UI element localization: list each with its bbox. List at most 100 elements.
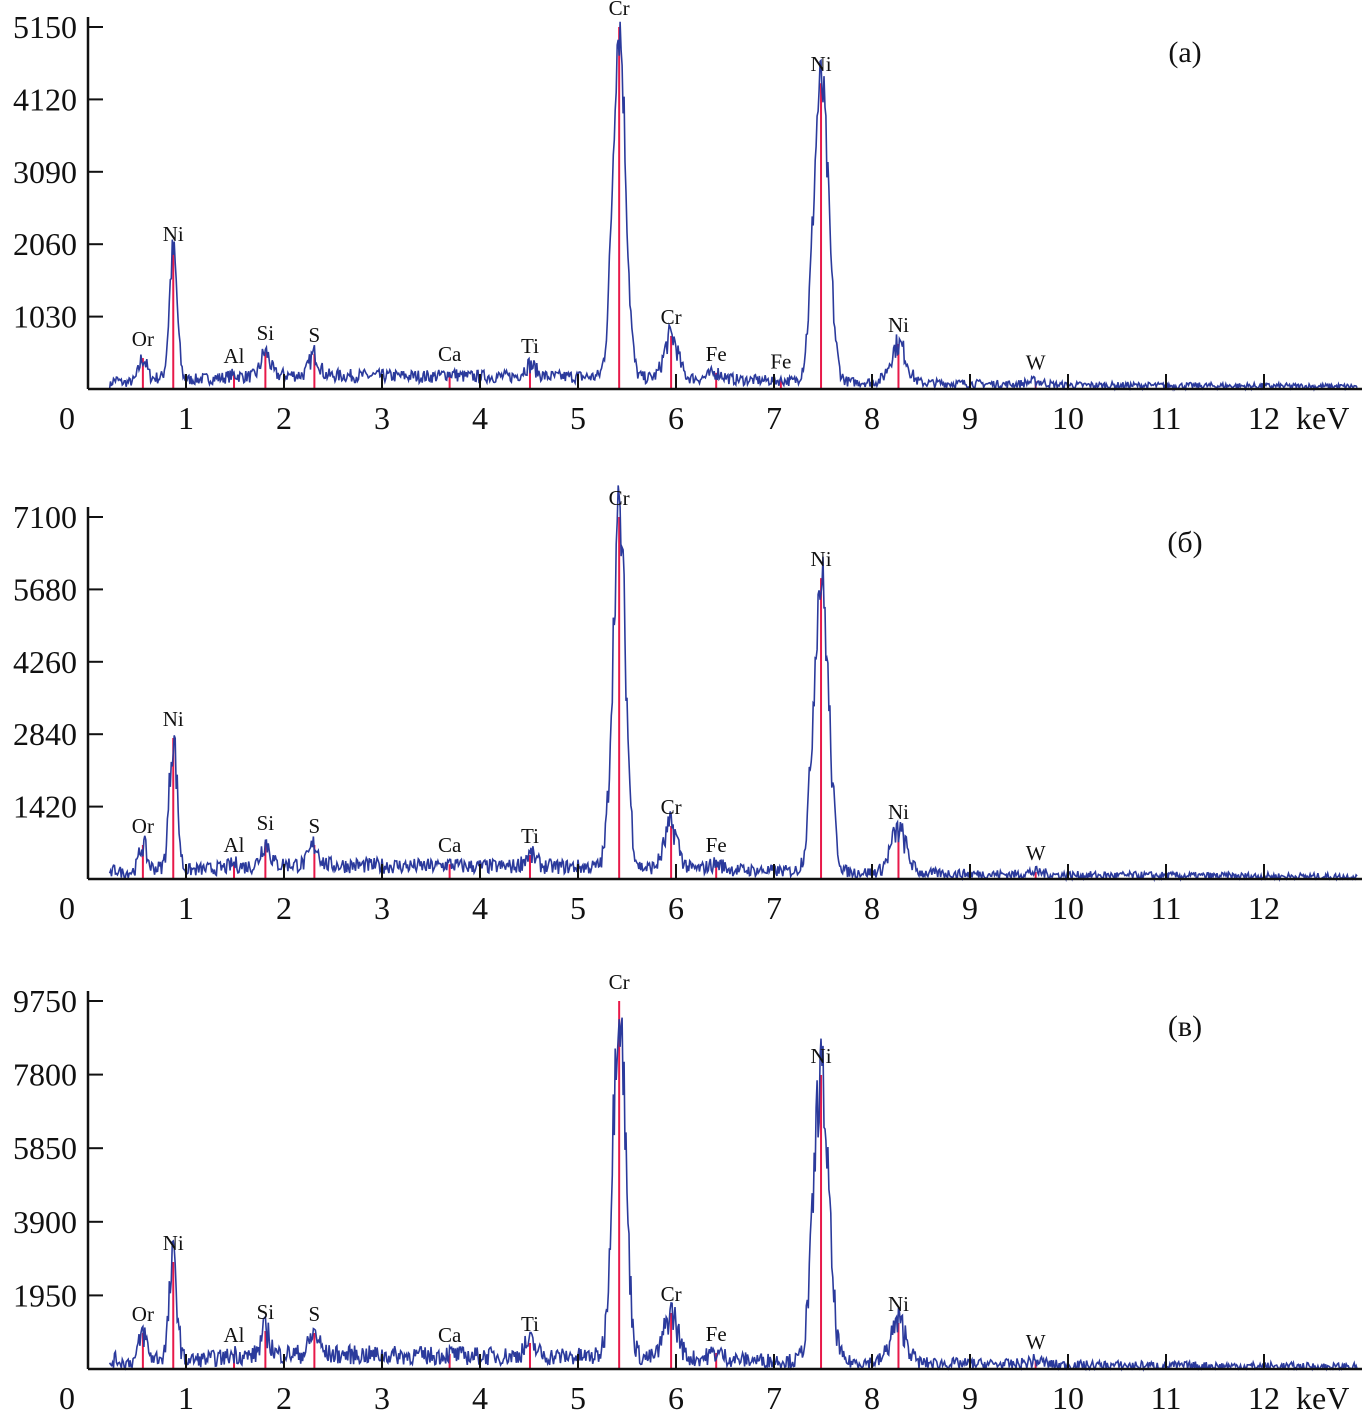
y-tick-label: 5680 <box>13 571 77 607</box>
peak-label-ti: Ti <box>521 1312 539 1336</box>
peak-label-cr: Cr <box>661 305 682 329</box>
peak-label-fe: Fe <box>770 350 791 374</box>
x-tick-label: 11 <box>1151 1380 1182 1416</box>
spectrum-panel-2: 0 1 2 3 4 5 6 7 8 9 10 11 1214202840426056807100OrNi… <box>13 485 1362 926</box>
peak-label-or: Or <box>132 1302 154 1326</box>
peak-label-w: W <box>1026 841 1046 865</box>
peak-label-cr: Cr <box>661 1282 682 1306</box>
y-tick-label: 1420 <box>13 789 77 825</box>
x-tick-label: 10 <box>1052 400 1084 436</box>
x-tick-label: 1 <box>178 1380 194 1416</box>
y-tick-label: 4120 <box>13 81 77 117</box>
peak-label-ti: Ti <box>521 334 539 358</box>
x-tick-label: 7 <box>766 400 782 436</box>
x-tick-label: 3 <box>374 890 390 926</box>
x-tick-label: 12 <box>1248 1380 1280 1416</box>
spectrum-line <box>108 1017 1358 1372</box>
y-tick-label: 3090 <box>13 154 77 190</box>
x-tick-label: 8 <box>864 1380 880 1416</box>
peak-label-ni: Ni <box>811 547 832 571</box>
peak-label-cr: Cr <box>609 486 630 510</box>
x-tick-label: 7 <box>766 890 782 926</box>
peak-label-ni: Ni <box>811 1044 832 1068</box>
x-tick-label: 1 <box>178 400 194 436</box>
x-tick-label: 11 <box>1151 400 1182 436</box>
x-tick-label: 8 <box>864 890 880 926</box>
peak-label-al: Al <box>224 344 245 368</box>
x-tick-label: 4 <box>472 400 488 436</box>
x-tick-label: 9 <box>962 1380 978 1416</box>
peak-label-si: Si <box>257 321 275 345</box>
peak-label-al: Al <box>224 1323 245 1347</box>
peak-label-ca: Ca <box>438 1323 462 1347</box>
peak-label-ca: Ca <box>438 833 462 857</box>
x-tick-label: 10 <box>1052 890 1084 926</box>
peak-label-w: W <box>1026 1330 1046 1354</box>
y-tick-label: 4260 <box>13 644 77 680</box>
panel-label: (в) <box>1168 1010 1202 1043</box>
peak-label-ni: Ni <box>163 222 184 246</box>
x-tick-label: 5 <box>570 400 586 436</box>
peak-label-fe: Fe <box>706 342 727 366</box>
peak-label-fe: Fe <box>706 833 727 857</box>
spectrum-panel-1: 0 1 2 3 4 5 6 7 8 9 10 11 12 keV10302060309041205150O… <box>13 0 1362 436</box>
y-tick-label: 1950 <box>13 1277 77 1313</box>
x-tick-label: 11 <box>1151 890 1182 926</box>
x-tick-label: 2 <box>276 400 292 436</box>
x-tick-label: 12 <box>1248 890 1280 926</box>
y-tick-label: 3900 <box>13 1204 77 1240</box>
spectrum-line <box>108 485 1358 883</box>
x-tick-label: 0 <box>59 400 75 436</box>
peak-label-al: Al <box>224 833 245 857</box>
x-tick-label: 3 <box>374 1380 390 1416</box>
peak-label-ni: Ni <box>163 1231 184 1255</box>
x-tick-label: 7 <box>766 1380 782 1416</box>
x-tick-label: 5 <box>570 890 586 926</box>
peak-label-cr: Cr <box>609 970 630 994</box>
x-tick-label: 5 <box>570 1380 586 1416</box>
peak-label-fe: Fe <box>706 1322 727 1346</box>
x-tick-label: 9 <box>962 400 978 436</box>
x-tick-label: 4 <box>472 890 488 926</box>
peak-label-si: Si <box>257 811 275 835</box>
peak-label-s: S <box>309 323 321 347</box>
x-axis-label: keV <box>1296 400 1349 436</box>
y-tick-label: 7100 <box>13 499 77 535</box>
y-tick-label: 2840 <box>13 716 77 752</box>
peak-label-s: S <box>309 814 321 838</box>
x-axis-label: keV <box>1296 1380 1349 1416</box>
x-tick-label: 6 <box>668 1380 684 1416</box>
peak-label-ni: Ni <box>888 313 909 337</box>
x-tick-label: 8 <box>864 400 880 436</box>
x-tick-label: 2 <box>276 1380 292 1416</box>
y-tick-label: 9750 <box>13 983 77 1019</box>
x-tick-label: 3 <box>374 400 390 436</box>
peak-label-si: Si <box>257 1300 275 1324</box>
peak-label-cr: Cr <box>661 795 682 819</box>
y-tick-label: 2060 <box>13 226 77 262</box>
peak-label-or: Or <box>132 327 154 351</box>
peak-label-ni: Ni <box>888 800 909 824</box>
y-tick-label: 1030 <box>13 299 77 335</box>
y-tick-label: 5150 <box>13 9 77 45</box>
x-tick-label: 9 <box>962 890 978 926</box>
x-tick-label: 1 <box>178 890 194 926</box>
panel-label: (а) <box>1168 36 1201 69</box>
x-tick-label: 0 <box>59 890 75 926</box>
peak-label-cr: Cr <box>609 0 630 20</box>
x-tick-label: 4 <box>472 1380 488 1416</box>
spectrum-panel-3: 0 1 2 3 4 5 6 7 8 9 10 11 12 keV19503900585078009750O… <box>13 970 1362 1416</box>
panel-label: (б) <box>1167 526 1202 559</box>
y-tick-label: 5850 <box>13 1130 77 1166</box>
x-tick-label: 10 <box>1052 1380 1084 1416</box>
x-tick-label: 6 <box>668 890 684 926</box>
peak-label-ni: Ni <box>888 1292 909 1316</box>
peak-label-or: Or <box>132 814 154 838</box>
peak-label-ti: Ti <box>521 824 539 848</box>
peak-label-ca: Ca <box>438 342 462 366</box>
y-tick-label: 7800 <box>13 1057 77 1093</box>
spectrum-line <box>108 21 1358 392</box>
peak-label-w: W <box>1026 350 1046 374</box>
x-tick-label: 12 <box>1248 400 1280 436</box>
